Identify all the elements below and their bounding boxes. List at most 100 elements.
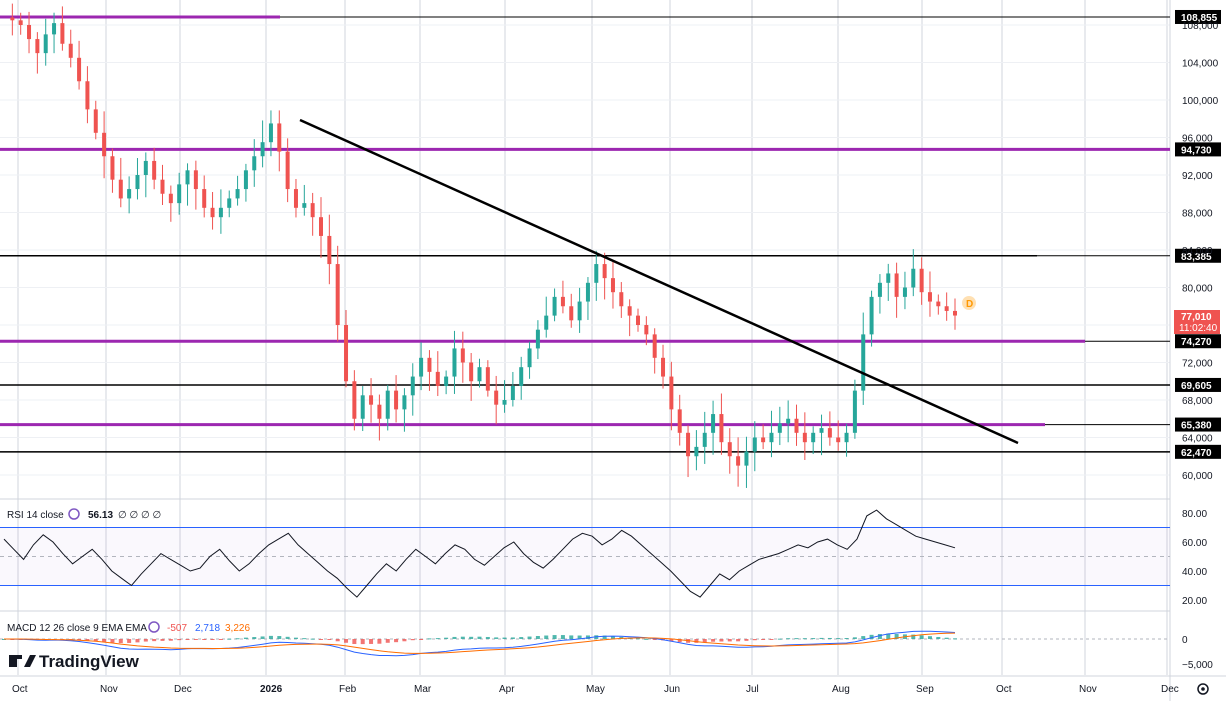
settings-icon[interactable] [68,508,80,520]
candle-body [352,381,357,419]
candle-body [552,296,557,316]
candle-body [202,189,207,208]
candlesticks [10,3,957,488]
last-price-label[interactable]: 77,010 11:02:40 [1174,310,1220,334]
level-price-label [1175,377,1221,392]
candle-body [227,198,232,208]
candle-body [310,203,315,218]
badge-text: D [966,299,973,310]
candle-body [85,81,90,110]
macd-histogram-bar [469,636,474,639]
candle-body [110,156,115,180]
macd-histogram-bar [494,637,499,639]
gear-icon[interactable] [1197,683,1209,695]
candle-body [869,296,874,335]
logo-mark-top [17,655,22,659]
macd-tick-label: −5,000 [1182,660,1213,671]
candle-body [569,306,574,321]
candle-body [577,301,582,321]
time-tick-label: Dec [1161,684,1179,695]
candle-body [394,390,399,410]
candle-body [319,217,323,236]
candle-body [502,400,507,405]
candle-body [694,446,699,457]
candle-body [143,160,148,175]
macd-histogram-bar [761,639,766,640]
level-price-label [1175,142,1221,157]
trendline[interactable] [299,118,1019,445]
macd-histogram-bar [327,639,332,640]
macd-histogram-bar [535,635,540,639]
macd-pane [0,630,1170,657]
level-price-text: 108,855 [1181,13,1218,24]
macd-tick-label: 0 [1182,635,1188,646]
candle-body [93,109,98,133]
macd-histogram-bar [953,638,957,640]
candle-body [369,395,374,405]
macd-histogram-bar [886,633,891,639]
macd-value: 2,718 [195,623,220,634]
rsi-tick-label: 20.00 [1182,596,1207,607]
settings-icon[interactable] [148,621,160,633]
candle-body [636,315,640,325]
price-tick-label: 72,000 [1182,359,1213,370]
macd-histogram-bar [243,637,248,639]
macd-histogram-bar [152,639,157,642]
tradingview-logo[interactable]: TradingView [9,652,140,671]
time-tick-label: Aug [832,684,850,695]
macd-histogram-bar [852,637,857,639]
time-axis[interactable]: Oct Nov Dec 2026 Feb Mar Apr May Jun Jul Aug Sep Oct… [12,684,1179,695]
candle-body [886,273,891,283]
macd-histogram-bar [143,639,148,642]
candle-body [135,175,140,190]
dividend-badge[interactable]: D [962,296,976,310]
candle-body [102,132,107,157]
macd-histogram-bar [419,639,424,640]
macd-histogram-bar [636,638,640,640]
candle-body [752,437,757,452]
candle-body [377,404,382,419]
time-tick-label: Dec [174,684,192,695]
candle-body [427,357,432,372]
candle-body [252,156,257,171]
macd-histogram-bar [310,638,315,640]
macd-histogram-bar [544,635,549,639]
macd-histogram-bar [102,639,107,643]
candle-body [510,385,515,400]
macd-histogram-bar [786,638,791,640]
rsi-tick-label: 60.00 [1182,538,1207,549]
macd-histogram-bar [485,636,490,639]
macd-histogram-bar [669,639,674,642]
candle-body [711,414,716,433]
macd-histogram-bar [85,639,90,641]
macd-histogram-bar [794,638,799,640]
macd-histogram-bar [369,639,374,644]
price-tick-label: 96,000 [1182,134,1213,145]
macd-histogram-bar [377,639,382,644]
candle-body [602,264,607,279]
rsi-legend[interactable]: RSI 14 close 56.13 ∅ ∅ ∅ ∅ [7,508,161,521]
candle-body [669,376,674,410]
candle-body [677,409,682,433]
level-price-label [1175,417,1221,432]
candle-body [702,432,707,447]
level-price-label [1175,444,1221,459]
candle-body [402,395,407,410]
candle-body [927,292,932,302]
candle-body [861,334,866,391]
candle-body [727,442,732,457]
horizontal-levels[interactable]: 108,855 94,730 83,385 74,270 69,605 65,380 62,… [0,9,1221,459]
macd-histogram-bar [160,639,165,641]
macd-histogram-bar [502,637,507,639]
macd-histogram-bar [919,635,924,639]
macd-histogram-bar [260,636,265,639]
candle-body [435,371,440,386]
macd-histogram-bar [519,637,524,639]
candle-body [644,325,649,335]
macd-histogram-bar [560,635,565,639]
price-tick-label: 80,000 [1182,284,1213,295]
macd-histogram-bar [936,636,941,639]
candle-body [410,376,415,396]
macd-legend[interactable]: MACD 12 26 close 9 EMA EMA -507 2,718 3,… [7,621,250,634]
